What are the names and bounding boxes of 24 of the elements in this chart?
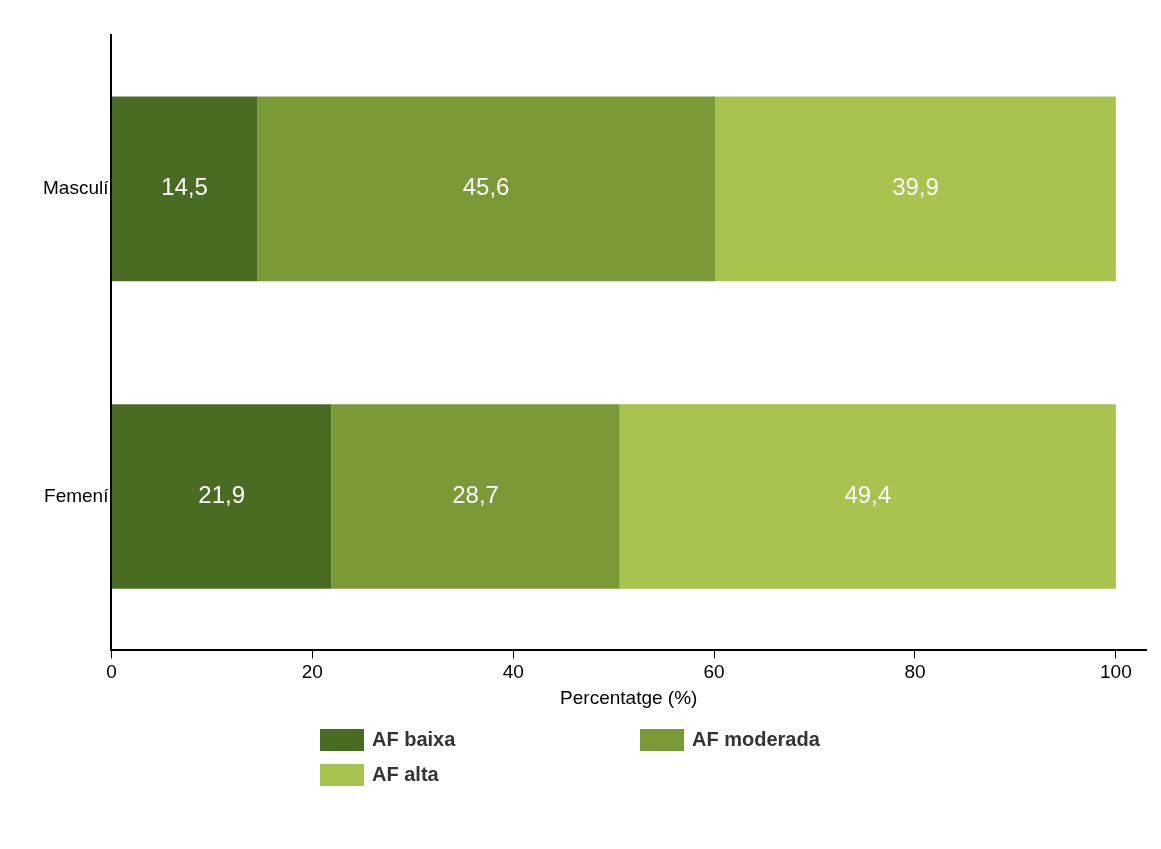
data-label: 28,7 [452,481,499,509]
x-tick-label: 100 [1100,661,1132,683]
x-tick-label: 40 [502,661,524,683]
data-label: 49,4 [844,481,892,509]
x-tick-label: 80 [904,661,926,683]
y-tick-label: Femení [44,484,110,506]
legend-label: AF alta [372,763,439,786]
bar [257,96,716,282]
x-tick-label: 0 [106,661,117,683]
data-label: 39,9 [892,173,939,201]
x-axis-title: Percentatge (%) [560,686,698,708]
bar [619,404,1116,589]
data-label: 45,6 [462,173,510,201]
bar [715,96,1116,282]
y-tick-label: Masculí [42,177,110,199]
bar [331,404,620,589]
bar [111,404,332,589]
legend-label: AF baixa [372,728,456,751]
legend-label: AF moderada [692,728,820,751]
data-label: 14,5 [161,173,208,201]
data-label: 21,9 [198,481,246,509]
x-tick-label: 20 [301,661,323,683]
x-tick-label: 60 [703,661,725,683]
bar [111,96,258,282]
